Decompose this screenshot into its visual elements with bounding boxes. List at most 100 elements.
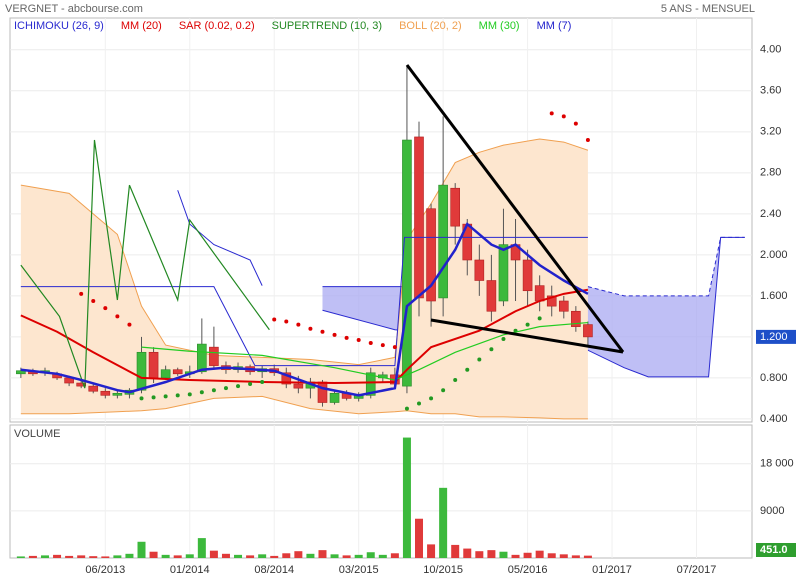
legend-entry: ICHIMOKU (26, 9) xyxy=(14,20,104,32)
volume-bar xyxy=(197,538,206,558)
legend-entry: MM (7) xyxy=(537,20,572,32)
x-tick-label: 10/2015 xyxy=(423,564,463,576)
volume-bar xyxy=(583,555,592,558)
sar-dot xyxy=(199,390,204,395)
y-tick-label: 2.40 xyxy=(760,208,781,220)
sar-dot xyxy=(453,377,458,382)
sar-dot xyxy=(585,138,590,143)
volume-bar xyxy=(221,553,230,558)
x-tick-label: 01/2014 xyxy=(170,564,210,576)
volume-panel xyxy=(9,424,753,559)
plot-area: 4.00 3.60 3.20 2.80 2.40 2.000 1.600 1.200 0.800… xyxy=(10,18,796,576)
volume-bar xyxy=(439,487,448,558)
y-tick-label: 0.800 xyxy=(760,372,788,384)
sar-dot xyxy=(356,337,361,342)
candle-body xyxy=(329,392,340,403)
candle-body xyxy=(293,383,304,389)
sar-dot xyxy=(175,393,180,398)
volume-bar xyxy=(282,553,291,558)
candle-body xyxy=(474,259,485,281)
candle-body xyxy=(583,324,593,338)
volume-bar xyxy=(161,554,170,558)
candle-body xyxy=(148,351,159,379)
y-tick-label: 4.00 xyxy=(760,44,781,56)
sar-dot xyxy=(127,322,132,327)
legend-entry: MM (20) xyxy=(121,20,162,32)
volume-bar xyxy=(113,555,122,558)
x-tick-label: 08/2014 xyxy=(254,564,294,576)
sar-dot xyxy=(223,386,228,391)
x-tick-label: 06/2013 xyxy=(85,564,125,576)
candle-body xyxy=(209,346,219,366)
sar-dot xyxy=(417,401,422,406)
x-tick-label: 01/2017 xyxy=(592,564,632,576)
volume-bar xyxy=(475,551,484,558)
sar-dot xyxy=(525,322,530,327)
indicator-line xyxy=(20,139,270,389)
candle-body xyxy=(317,381,328,403)
volume-bar xyxy=(511,554,520,558)
sar-dot xyxy=(573,121,578,126)
sar-dot xyxy=(429,396,434,401)
y-tick-label: 3.20 xyxy=(760,126,781,138)
volume-bar xyxy=(173,555,182,558)
volume-bar xyxy=(427,544,436,558)
sar-dot xyxy=(549,111,554,116)
y-tick-label: 3.60 xyxy=(760,85,781,97)
volume-bar xyxy=(463,548,472,558)
volume-bar xyxy=(487,550,496,558)
sar-dot xyxy=(477,357,482,362)
volume-bar xyxy=(101,556,110,558)
volume-bar xyxy=(318,550,327,558)
volume-bar xyxy=(77,555,86,558)
volume-bar xyxy=(390,553,399,558)
sar-dot xyxy=(187,392,192,397)
candle-body xyxy=(534,285,545,302)
sar-dot xyxy=(380,343,385,348)
candle-body xyxy=(365,372,376,396)
last-volume-box xyxy=(756,543,796,557)
sar-dot xyxy=(332,332,337,337)
sar-dot xyxy=(320,329,325,334)
y-tick-label: 0.400 xyxy=(760,413,788,425)
last-price-box xyxy=(756,329,796,344)
sar-dot xyxy=(392,345,397,350)
sar-dot xyxy=(368,341,373,346)
x-tick-label: 07/2017 xyxy=(677,564,717,576)
volume-bar xyxy=(234,554,243,558)
candle-body xyxy=(498,244,509,302)
candle-body xyxy=(100,390,111,396)
x-tick-label: 03/2015 xyxy=(339,564,379,576)
candle-body xyxy=(281,372,292,385)
sar-dot xyxy=(308,326,313,331)
x-tick-label: 05/2016 xyxy=(508,564,548,576)
sar-dot xyxy=(272,317,277,322)
volume-value-label: 451.0 xyxy=(760,544,788,556)
volume-bar xyxy=(209,550,218,558)
volume-bar xyxy=(28,555,37,558)
sar-dot xyxy=(115,314,120,319)
annotation-triangle xyxy=(405,64,625,354)
volume-bar xyxy=(306,553,315,558)
volume-bar xyxy=(523,552,532,558)
sar-dot xyxy=(465,367,470,372)
y-tick-label: 18 000 xyxy=(760,458,794,470)
sar-dot xyxy=(537,316,542,321)
volume-bar xyxy=(559,554,568,558)
volume-bar xyxy=(294,551,303,558)
volume-bar xyxy=(89,556,98,558)
candle-body xyxy=(522,259,533,292)
candle-body xyxy=(546,295,557,307)
candle-body xyxy=(571,310,581,327)
volume-bar xyxy=(354,554,363,558)
annotation-line xyxy=(430,318,624,354)
sar-dot xyxy=(260,380,265,385)
volume-bar xyxy=(125,553,134,558)
sar-dot xyxy=(284,319,289,324)
bollinger-lower xyxy=(20,395,588,420)
legend: ICHIMOKU (26, 9) MM (20) SAR (0.02, 0.2) SU… xyxy=(14,20,571,32)
y-tick-label: 2.80 xyxy=(760,167,781,179)
candle-body xyxy=(172,369,183,375)
volume-bar xyxy=(535,550,544,558)
indicator-line xyxy=(141,321,588,381)
